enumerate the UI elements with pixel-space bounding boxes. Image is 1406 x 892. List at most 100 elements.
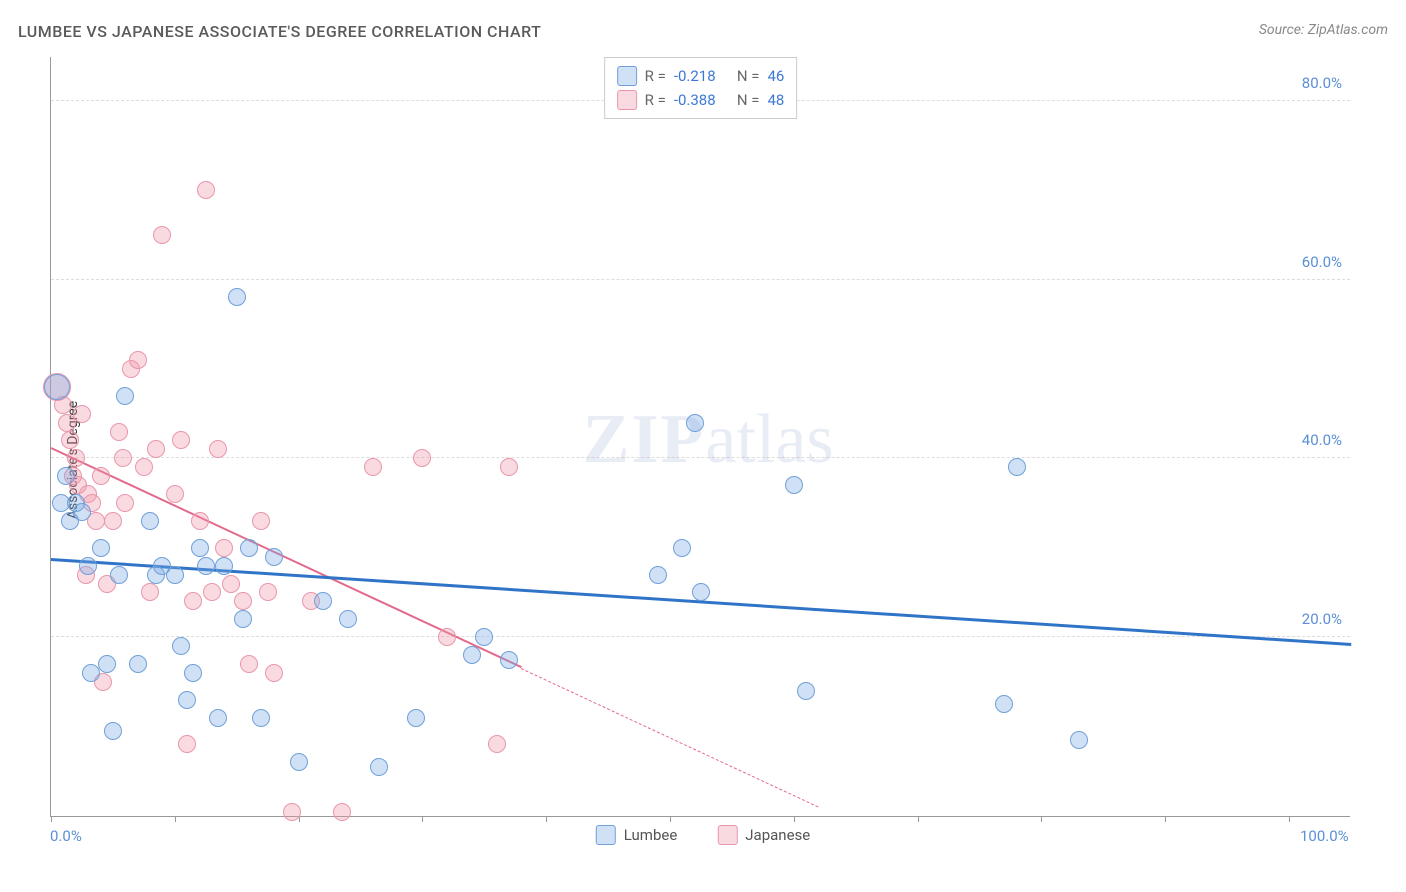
point-lumbee (178, 691, 196, 709)
point-japanese (215, 539, 233, 557)
point-lumbee (104, 722, 122, 740)
point-lumbee (240, 539, 258, 557)
chart-title: LUMBEE VS JAPANESE ASSOCIATE'S DEGREE CO… (18, 22, 541, 41)
point-japanese (92, 467, 110, 485)
x-tick (51, 816, 52, 822)
n-label: N = (737, 91, 760, 109)
point-japanese (252, 512, 270, 530)
point-japanese (110, 423, 128, 441)
point-japanese (283, 803, 301, 821)
x-tick (794, 816, 795, 822)
r-label: R = (645, 91, 666, 109)
x-tick (670, 816, 671, 822)
point-japanese (73, 405, 91, 423)
watermark: ZIPatlas (583, 400, 834, 480)
point-lumbee (797, 682, 815, 700)
point-japanese (166, 485, 184, 503)
point-japanese (67, 449, 85, 467)
point-lumbee (197, 557, 215, 575)
point-lumbee (228, 288, 246, 306)
series-legend: Lumbee Japanese (596, 825, 810, 845)
x-label-max: 100.0% (1300, 827, 1349, 845)
point-lumbee (673, 539, 691, 557)
n-label: N = (737, 67, 760, 85)
r-value: -0.388 (674, 91, 729, 109)
point-japanese (413, 449, 431, 467)
point-lumbee (82, 664, 100, 682)
legend-swatch (596, 825, 616, 845)
x-tick (918, 816, 919, 822)
point-lumbee (692, 583, 710, 601)
y-tick-label: 80.0% (1302, 74, 1342, 92)
gridline-h (51, 636, 1350, 637)
point-japanese (203, 583, 221, 601)
point-lumbee (339, 610, 357, 628)
legend-label: Japanese (745, 826, 810, 844)
point-lumbee (463, 646, 481, 664)
point-japanese (147, 440, 165, 458)
trendline-japanese-dashed (521, 668, 819, 807)
x-tick (1041, 816, 1042, 822)
legend-swatch (617, 90, 637, 110)
point-lumbee (110, 566, 128, 584)
point-japanese (135, 458, 153, 476)
point-japanese (153, 226, 171, 244)
point-lumbee (995, 695, 1013, 713)
stats-legend-row: R =-0.218N =46 (617, 64, 785, 88)
point-japanese (191, 512, 209, 530)
point-japanese (259, 583, 277, 601)
x-tick (175, 816, 176, 822)
point-lumbee (57, 467, 75, 485)
point-japanese (116, 494, 134, 512)
point-lumbee (234, 610, 252, 628)
point-japanese (129, 351, 147, 369)
point-japanese (438, 628, 456, 646)
point-lumbee (98, 655, 116, 673)
point-lumbee (785, 476, 803, 494)
point-japanese (114, 449, 132, 467)
point-lumbee (92, 539, 110, 557)
point-lumbee (166, 566, 184, 584)
point-japanese (500, 458, 518, 476)
point-lumbee (500, 651, 518, 669)
point-japanese (240, 655, 258, 673)
y-tick-label: 60.0% (1302, 253, 1342, 271)
x-tick (1165, 816, 1166, 822)
point-japanese (333, 803, 351, 821)
point-lumbee (1008, 458, 1026, 476)
point-japanese (222, 575, 240, 593)
r-label: R = (645, 67, 666, 85)
point-lumbee (184, 664, 202, 682)
point-lumbee (314, 592, 332, 610)
n-value: 48 (767, 91, 784, 109)
y-tick-label: 40.0% (1302, 431, 1342, 449)
point-japanese (364, 458, 382, 476)
plot-area: 20.0%40.0%60.0%80.0%ZIPatlasR =-0.218N =… (50, 57, 1350, 817)
point-lumbee (290, 753, 308, 771)
legend-swatch (717, 825, 737, 845)
legend-label: Lumbee (624, 826, 678, 844)
point-lumbee (252, 709, 270, 727)
point-japanese (197, 181, 215, 199)
n-value: 46 (767, 67, 784, 85)
point-lumbee (407, 709, 425, 727)
point-japanese (178, 735, 196, 753)
point-lumbee (116, 387, 134, 405)
point-lumbee (1070, 731, 1088, 749)
x-label-min: 0.0% (50, 827, 82, 845)
point-lumbee (141, 512, 159, 530)
point-lumbee (649, 566, 667, 584)
x-tick (1289, 816, 1290, 822)
point-japanese (61, 431, 79, 449)
point-lumbee (44, 374, 70, 400)
point-lumbee (370, 758, 388, 776)
point-japanese (172, 431, 190, 449)
point-japanese (209, 440, 227, 458)
point-lumbee (265, 548, 283, 566)
point-lumbee (215, 557, 233, 575)
legend-swatch (617, 66, 637, 86)
series-legend-item: Lumbee (596, 825, 678, 845)
chart-container: Associate's Degree 20.0%40.0%60.0%80.0%Z… (0, 45, 1406, 875)
point-japanese (234, 592, 252, 610)
point-lumbee (79, 557, 97, 575)
